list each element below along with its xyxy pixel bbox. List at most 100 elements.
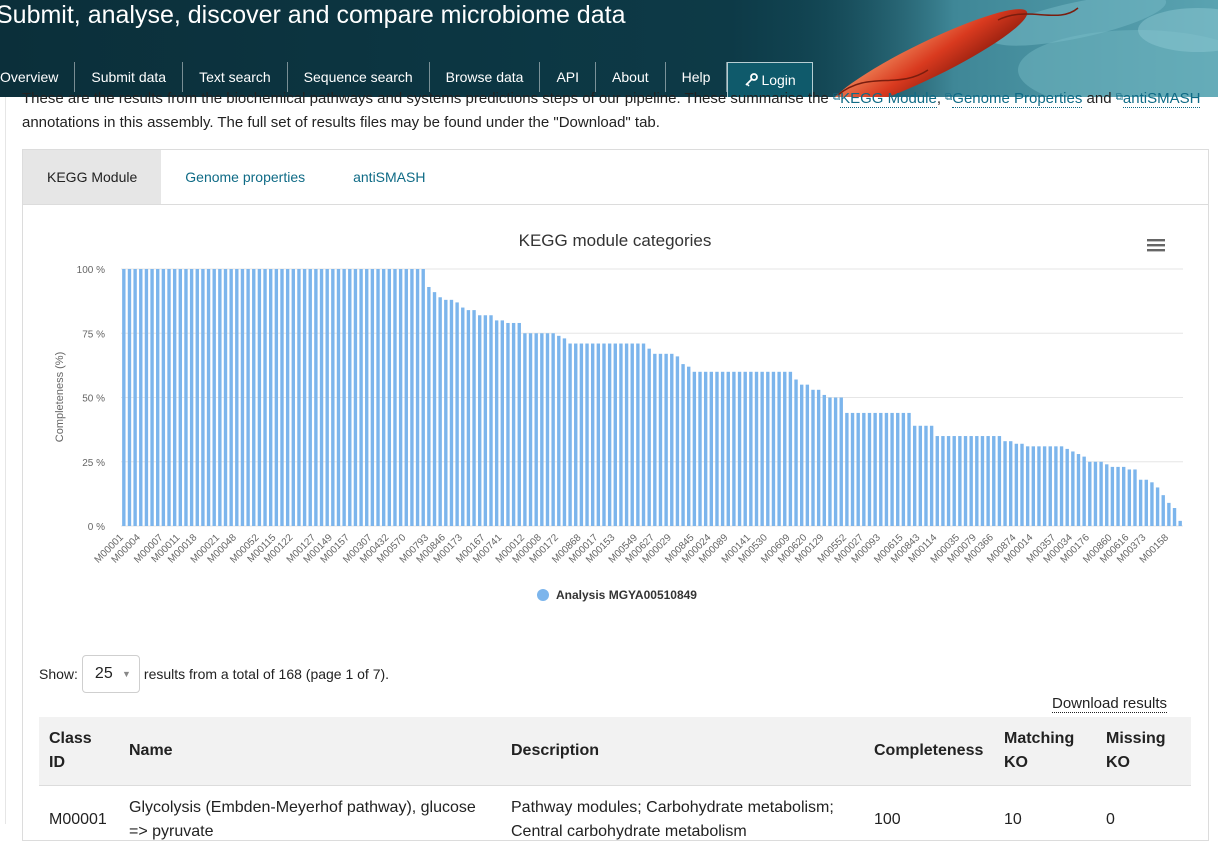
chart-bar[interactable]	[823, 395, 826, 526]
chart-bar[interactable]	[1105, 464, 1108, 526]
chart-bar[interactable]	[631, 344, 634, 526]
chart-bar[interactable]	[676, 356, 679, 526]
chart-bar[interactable]	[642, 344, 645, 526]
chart-bar[interactable]	[1020, 444, 1023, 526]
chart-bar[interactable]	[1128, 469, 1131, 526]
chart-bar[interactable]	[930, 426, 933, 526]
chart-bar[interactable]	[659, 354, 662, 526]
chart-bar[interactable]	[687, 367, 690, 526]
chart-bar[interactable]	[1009, 441, 1012, 526]
chart-bar[interactable]	[371, 269, 374, 526]
chart-bar[interactable]	[851, 413, 854, 526]
chart-bar[interactable]	[986, 436, 989, 526]
chart-bar[interactable]	[890, 413, 893, 526]
chart-bar[interactable]	[964, 436, 967, 526]
chart-bar[interactable]	[1156, 487, 1159, 526]
chart-bar[interactable]	[405, 269, 408, 526]
chart-bar[interactable]	[936, 436, 939, 526]
chart-bar[interactable]	[777, 372, 780, 526]
chart-bar[interactable]	[806, 385, 809, 526]
chart-bar[interactable]	[1178, 521, 1181, 526]
chart-bar[interactable]	[252, 269, 255, 526]
chart-bar[interactable]	[309, 269, 312, 526]
chart-bar[interactable]	[207, 269, 210, 526]
chart-bar[interactable]	[1094, 462, 1097, 526]
chart-bar[interactable]	[619, 344, 622, 526]
chart-bar[interactable]	[755, 372, 758, 526]
chart-bar[interactable]	[789, 372, 792, 526]
chart-bar[interactable]	[173, 269, 176, 526]
chart-bar[interactable]	[156, 269, 159, 526]
chart-bar[interactable]	[196, 269, 199, 526]
chart-bar[interactable]	[399, 269, 402, 526]
chart-bar[interactable]	[535, 333, 538, 526]
chart-bar[interactable]	[179, 269, 182, 526]
chart-bar[interactable]	[1133, 469, 1136, 526]
chart-bar[interactable]	[1066, 449, 1069, 526]
chart-bar[interactable]	[1099, 462, 1102, 526]
chart-bar[interactable]	[229, 269, 232, 526]
chart-bar[interactable]	[896, 413, 899, 526]
chart-bar[interactable]	[201, 269, 204, 526]
chart-bar[interactable]	[133, 269, 136, 526]
chart-bar[interactable]	[969, 436, 972, 526]
chart-bar[interactable]	[376, 269, 379, 526]
chart-bar[interactable]	[1037, 446, 1040, 526]
kegg-module-link[interactable]: KEGG Module	[840, 90, 937, 108]
chart-bar[interactable]	[614, 344, 617, 526]
chart-bar[interactable]	[467, 310, 470, 526]
chart-bar[interactable]	[585, 344, 588, 526]
chart-bar[interactable]	[472, 310, 475, 526]
chart-bar[interactable]	[540, 333, 543, 526]
chart-bar[interactable]	[518, 323, 521, 526]
chart-bar[interactable]	[1116, 467, 1119, 526]
chart-bar[interactable]	[941, 436, 944, 526]
chart-bar[interactable]	[760, 372, 763, 526]
chart-bar[interactable]	[1003, 441, 1006, 526]
chart-bar[interactable]	[269, 269, 272, 526]
chart-bar[interactable]	[218, 269, 221, 526]
chart-bar[interactable]	[320, 269, 323, 526]
chart-bar[interactable]	[563, 338, 566, 526]
chart-bar[interactable]	[150, 269, 153, 526]
chart-bar[interactable]	[337, 269, 340, 526]
chart-bar[interactable]	[546, 333, 549, 526]
col-class-id[interactable]: Class ID	[39, 717, 119, 786]
chart-bar[interactable]	[1150, 482, 1153, 526]
chart-bar[interactable]	[1032, 446, 1035, 526]
chart-bar[interactable]	[1139, 480, 1142, 526]
chart-bar[interactable]	[647, 349, 650, 526]
chart-bar[interactable]	[580, 344, 583, 526]
chart-bar[interactable]	[794, 380, 797, 526]
tab-kegg-module[interactable]: KEGG Module	[23, 150, 161, 204]
chart-bar[interactable]	[1026, 446, 1029, 526]
chart-bar[interactable]	[766, 372, 769, 526]
chart-bar[interactable]	[681, 364, 684, 526]
chart-bar[interactable]	[958, 436, 961, 526]
chart-bar[interactable]	[1071, 451, 1074, 526]
chart-bar[interactable]	[1162, 495, 1165, 526]
chart-bar[interactable]	[145, 269, 148, 526]
chart-bar[interactable]	[715, 372, 718, 526]
chart-bar[interactable]	[981, 436, 984, 526]
page-size-select[interactable]: 25 ▼	[82, 655, 140, 693]
chart-bar[interactable]	[1043, 446, 1046, 526]
chart-bar[interactable]	[331, 269, 334, 526]
chart-bar[interactable]	[162, 269, 165, 526]
tab-antismash[interactable]: antiSMASH	[329, 150, 449, 204]
chart-bar[interactable]	[947, 436, 950, 526]
chart-bar[interactable]	[721, 372, 724, 526]
chart-bar[interactable]	[704, 372, 707, 526]
col-description[interactable]: Description	[501, 717, 864, 786]
chart-bar[interactable]	[184, 269, 187, 526]
chart-bar[interactable]	[998, 436, 1001, 526]
chart-bar[interactable]	[907, 413, 910, 526]
chart-bar[interactable]	[422, 269, 425, 526]
chart-bar[interactable]	[845, 413, 848, 526]
chart-bar[interactable]	[433, 292, 436, 526]
chart-bar[interactable]	[591, 344, 594, 526]
chart-bar[interactable]	[325, 269, 328, 526]
download-results-link[interactable]: Download results	[1052, 695, 1167, 713]
col-missing-ko[interactable]: Missing KO	[1096, 717, 1191, 786]
chart-bar[interactable]	[1145, 480, 1148, 526]
